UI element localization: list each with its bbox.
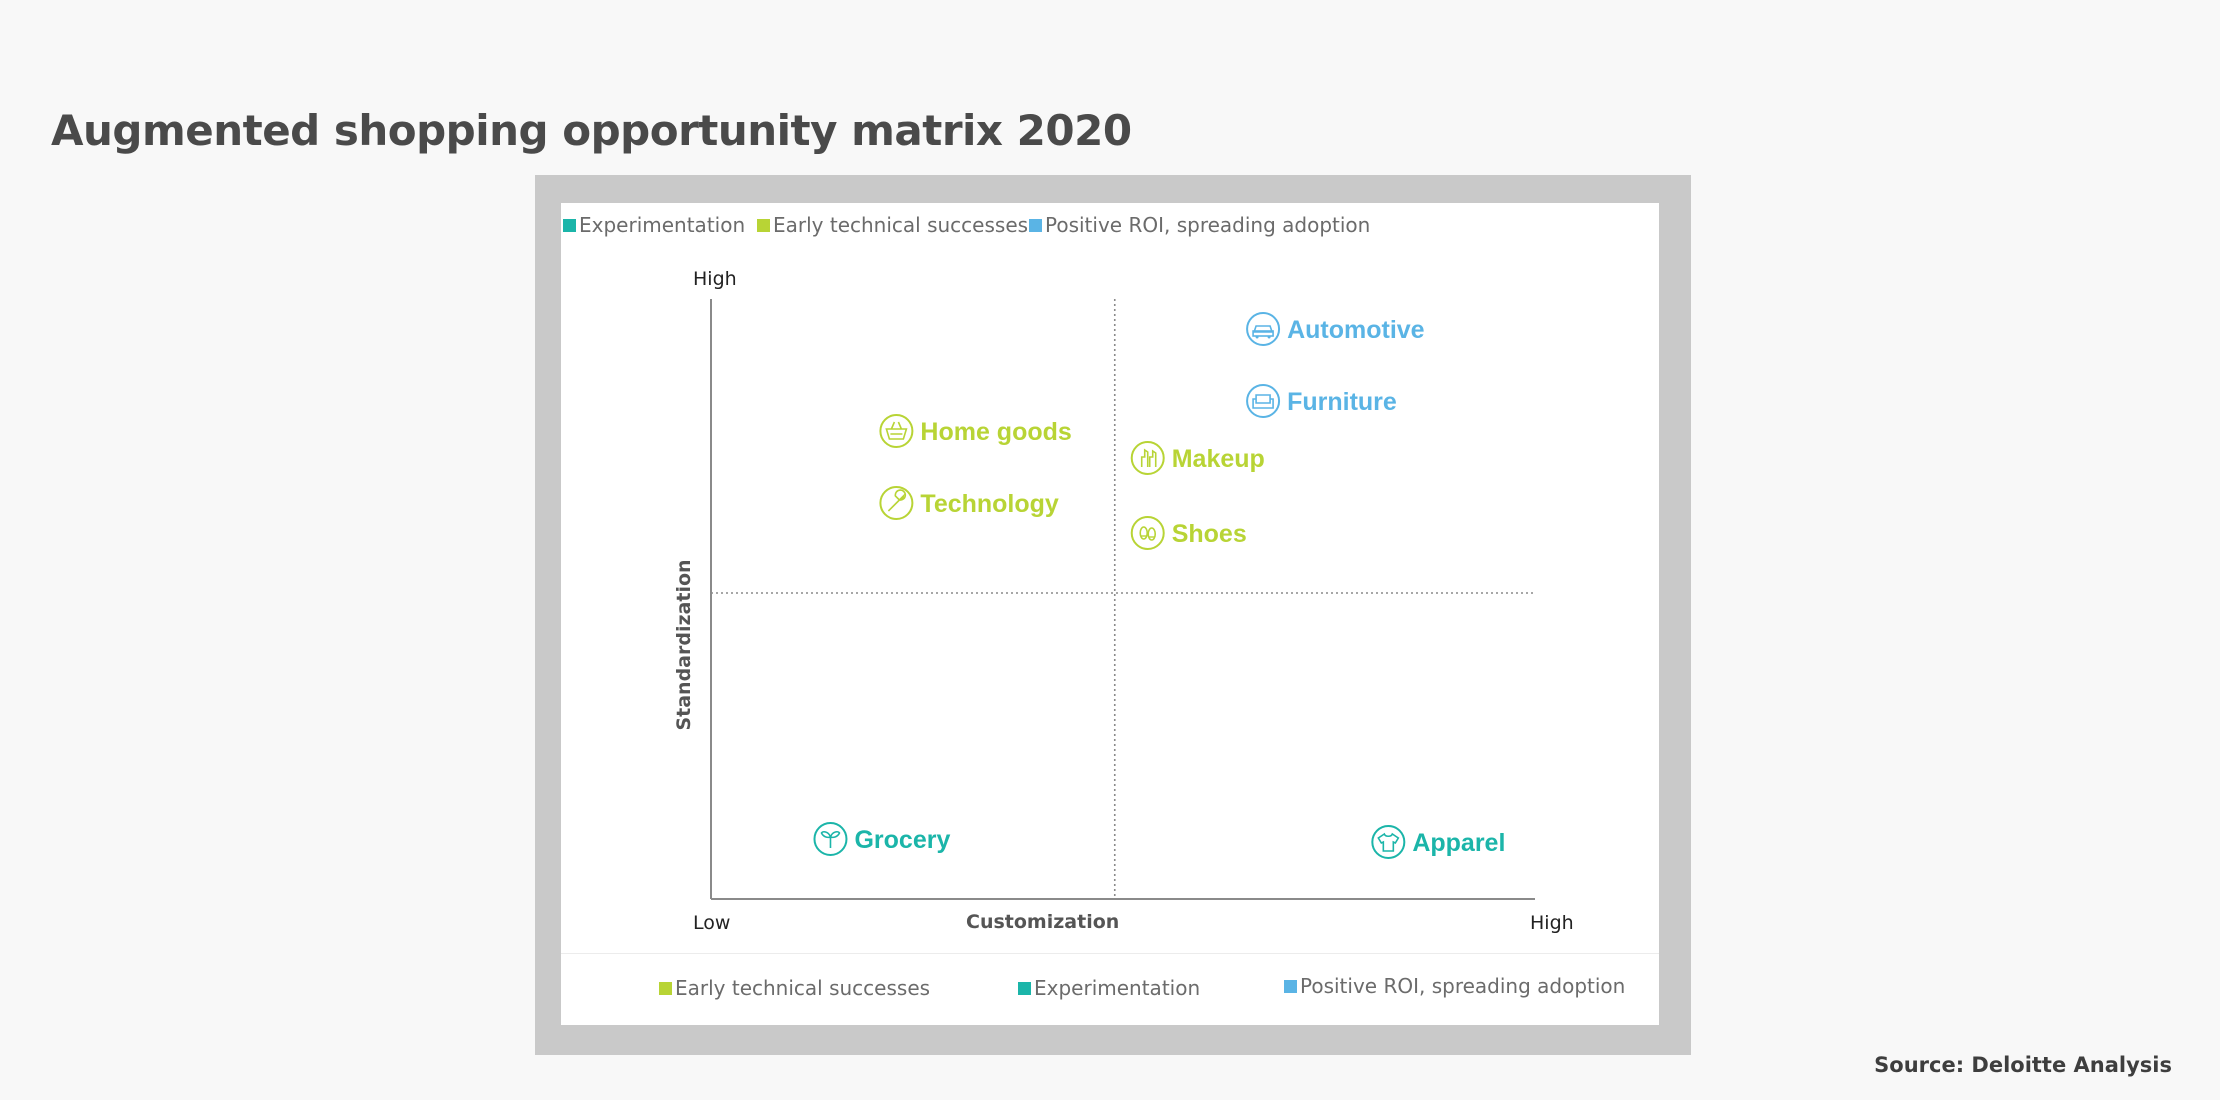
legend-label: Experimentation [579, 213, 746, 237]
legend-swatch [757, 218, 770, 232]
data-label: Technology [920, 490, 1059, 518]
legend-swatch [1284, 979, 1297, 993]
icon-ring [879, 414, 914, 448]
data-point-furniture: Furniture [1246, 384, 1397, 418]
legend-swatch [659, 981, 672, 995]
data-point-apparel: Apparel [1371, 825, 1505, 859]
data-label: Shoes [1172, 520, 1247, 548]
legend-item-early-technical-successes: Early technical successes [757, 213, 1028, 237]
data-label: Automotive [1287, 316, 1425, 344]
shirt-icon [1377, 832, 1400, 852]
data-point-home-goods: Home goods [879, 414, 1072, 448]
page-title: Augmented shopping opportunity matrix 20… [51, 106, 1132, 155]
y-tick-label-high: High [693, 268, 737, 290]
data-point-grocery: Grocery [813, 822, 950, 856]
wrench-icon [887, 489, 907, 512]
x-axis-label: Customization [966, 911, 1119, 933]
footprints-icon [1139, 526, 1157, 541]
data-label: Makeup [1172, 445, 1265, 473]
legend-item-positive-roi: Positive ROI, spreading adoption [1029, 213, 1370, 237]
data-point-automotive: Automotive [1246, 312, 1425, 346]
car-icon [1252, 325, 1274, 339]
legend-swatch [1029, 218, 1042, 232]
legend-label: Experimentation [1034, 976, 1201, 1000]
plant-icon [820, 831, 841, 848]
source-note: Source: Deloitte Analysis [1874, 1053, 2172, 1077]
x-tick-label-high: High [1530, 912, 1574, 934]
chart-frame: Experimentation Early technical successe… [535, 175, 1691, 1055]
legend-item-positive-roi: Positive ROI, spreading adoption [1284, 974, 1625, 998]
icon-ring [1246, 312, 1281, 346]
data-label: Apparel [1412, 829, 1505, 857]
legend-bottom: Early technical successes Experimentatio… [561, 974, 1659, 1002]
legend-label: Early technical successes [675, 976, 931, 1000]
icon-ring [1371, 825, 1406, 859]
data-point-technology: Technology [879, 486, 1059, 520]
legend-swatch [1018, 981, 1031, 995]
sofa-icon [1252, 394, 1274, 409]
legend-bottom-band: Early technical successes Experimentatio… [561, 953, 1659, 1026]
legend-item-experimentation: Experimentation [1018, 976, 1200, 1000]
chart-panel: Experimentation Early technical successe… [561, 203, 1659, 1025]
legend-label: Early technical successes [773, 213, 1029, 237]
data-point-shoes: Shoes [1130, 516, 1247, 550]
y-axis-label: Standardization [673, 559, 695, 730]
matrix-chart: High Low High Customization Standardization A… [673, 268, 1574, 934]
data-point-makeup: Makeup [1130, 441, 1265, 475]
data-label: Furniture [1287, 388, 1397, 416]
legend-item-experimentation: Experimentation [563, 213, 745, 237]
basket-icon [885, 421, 908, 440]
icon-ring [1246, 384, 1281, 418]
legend-item-early-technical-successes: Early technical successes [659, 976, 930, 1000]
data-label: Home goods [920, 418, 1071, 446]
legend-label: Positive ROI, spreading adoption [1300, 974, 1626, 998]
lipstick-icon [1140, 448, 1157, 467]
x-tick-label-low: Low [693, 912, 730, 934]
legend-label: Positive ROI, spreading adoption [1045, 213, 1371, 237]
legend-swatch [563, 218, 576, 232]
legend-top: Experimentation Early technical successe… [563, 213, 1653, 237]
data-label: Grocery [854, 826, 950, 854]
